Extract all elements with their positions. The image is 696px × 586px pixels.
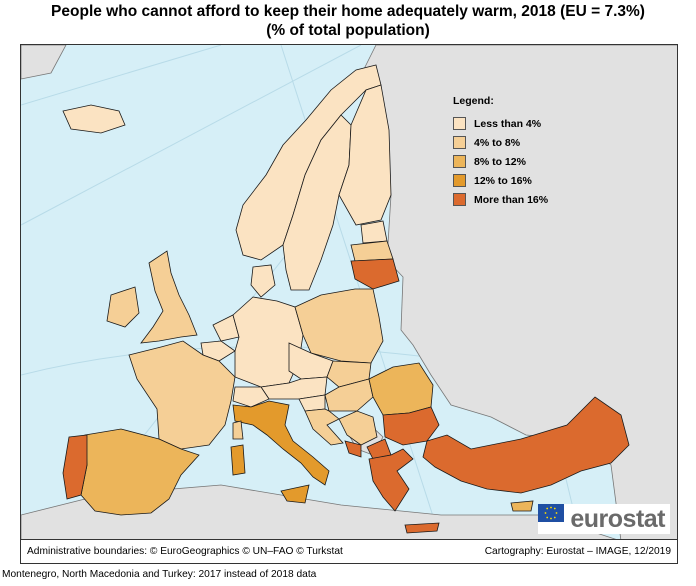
estonia xyxy=(360,220,388,244)
legend-label: 4% to 8% xyxy=(474,136,521,149)
ireland xyxy=(106,286,140,328)
title-line-2: (% of total population) xyxy=(266,22,430,39)
belgium xyxy=(200,340,236,362)
eurostat-wordmark: eurostat xyxy=(570,504,665,533)
sardinia xyxy=(230,444,246,476)
portugal xyxy=(62,434,88,500)
boundaries-credit: Administrative boundaries: © EuroGeograp… xyxy=(27,546,343,557)
sicily xyxy=(280,484,310,504)
united-kingdom xyxy=(140,250,198,344)
croatia xyxy=(304,408,344,446)
legend-label: 12% to 16% xyxy=(474,174,532,187)
lithuania xyxy=(350,258,400,290)
montenegro xyxy=(344,440,362,458)
title-line-1: People who cannot afford to keep their h… xyxy=(51,3,645,20)
europe-map xyxy=(21,45,677,539)
legend-swatch xyxy=(453,155,466,168)
crete xyxy=(404,522,440,534)
legend-item: 8% to 12% xyxy=(453,152,593,171)
italy xyxy=(232,400,330,486)
serbia xyxy=(338,410,378,446)
turkey xyxy=(422,396,630,494)
bulgaria xyxy=(382,406,440,446)
data-note: Montenegro, North Macedonia and Turkey: … xyxy=(2,569,317,580)
legend-item: 4% to 8% xyxy=(453,133,593,152)
eurostat-logo: eurostat xyxy=(538,504,670,534)
denmark xyxy=(250,264,276,298)
iceland xyxy=(62,104,126,134)
greece xyxy=(368,448,414,512)
legend-swatch xyxy=(453,136,466,149)
legend: Legend: Less than 4% 4% to 8% 8% to 12% … xyxy=(453,95,593,209)
austria xyxy=(260,376,328,400)
slovakia xyxy=(326,360,372,388)
map-title: People who cannot afford to keep their h… xyxy=(0,2,696,40)
legend-swatch xyxy=(453,117,466,130)
legend-swatch xyxy=(453,193,466,206)
greenland-edge xyxy=(21,45,67,80)
legend-label: More than 16% xyxy=(474,193,549,206)
cyprus xyxy=(510,500,534,512)
credits-bar: Administrative boundaries: © EuroGeograp… xyxy=(20,540,678,564)
romania xyxy=(368,362,434,416)
switzerland xyxy=(232,386,270,408)
legend-label: Less than 4% xyxy=(474,117,542,130)
legend-title: Legend: xyxy=(453,95,494,107)
legend-swatch xyxy=(453,174,466,187)
legend-label: 8% to 12% xyxy=(474,155,526,168)
france xyxy=(128,340,236,450)
poland xyxy=(294,288,384,364)
cartography-credit: Cartography: Eurostat – IMAGE, 12/2019 xyxy=(484,546,671,557)
legend-item: More than 16% xyxy=(453,190,593,209)
latvia xyxy=(350,240,394,262)
legend-item: 12% to 16% xyxy=(453,171,593,190)
map-frame: Legend: Less than 4% 4% to 8% 8% to 12% … xyxy=(20,44,678,540)
finland xyxy=(338,84,392,226)
eu-flag-icon xyxy=(538,504,564,522)
legend-item: Less than 4% xyxy=(453,114,593,133)
corsica xyxy=(232,420,244,440)
